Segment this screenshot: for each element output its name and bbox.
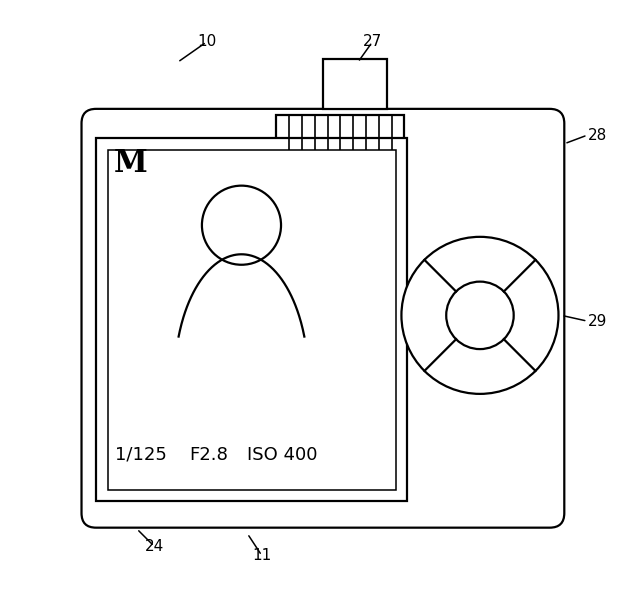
Bar	[108, 150, 396, 490]
Circle shape	[446, 281, 514, 349]
Bar	[323, 60, 387, 109]
Text: 24: 24	[145, 539, 164, 554]
Text: 11: 11	[252, 548, 271, 563]
Bar	[96, 138, 407, 502]
Text: 27: 27	[363, 34, 382, 50]
Bar	[276, 114, 404, 152]
Text: M: M	[113, 148, 147, 179]
Text: 10: 10	[197, 34, 216, 50]
FancyBboxPatch shape	[81, 109, 564, 527]
Text: F2.8: F2.8	[189, 445, 228, 464]
Text: 29: 29	[588, 314, 607, 329]
Text: ISO 400: ISO 400	[247, 445, 318, 464]
Text: 1/125: 1/125	[115, 445, 167, 464]
Text: 28: 28	[588, 127, 607, 143]
Circle shape	[401, 237, 559, 394]
Circle shape	[202, 186, 281, 265]
